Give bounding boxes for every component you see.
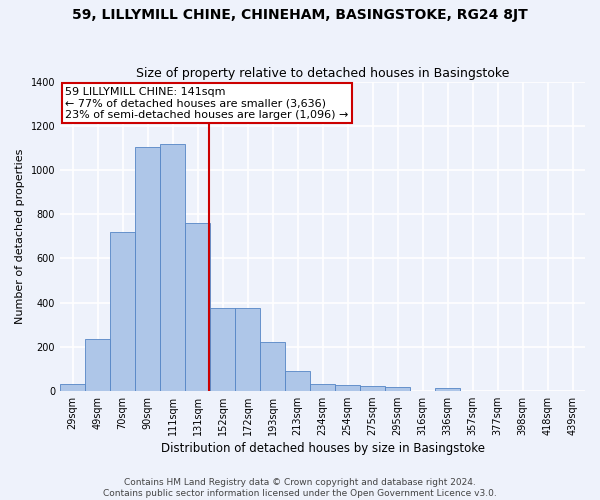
Bar: [235, 308, 260, 390]
Text: Contains HM Land Registry data © Crown copyright and database right 2024.
Contai: Contains HM Land Registry data © Crown c…: [103, 478, 497, 498]
Bar: [135, 147, 160, 390]
Bar: [110, 232, 135, 390]
Bar: [385, 388, 410, 390]
Bar: [335, 385, 360, 390]
Text: 59, LILLYMILL CHINE, CHINEHAM, BASINGSTOKE, RG24 8JT: 59, LILLYMILL CHINE, CHINEHAM, BASINGSTO…: [72, 8, 528, 22]
Bar: [185, 223, 210, 390]
Title: Size of property relative to detached houses in Basingstoke: Size of property relative to detached ho…: [136, 66, 509, 80]
Bar: [435, 388, 460, 390]
Y-axis label: Number of detached properties: Number of detached properties: [15, 148, 25, 324]
Bar: [160, 144, 185, 390]
X-axis label: Distribution of detached houses by size in Basingstoke: Distribution of detached houses by size …: [161, 442, 485, 455]
Bar: [60, 384, 85, 390]
Bar: [310, 384, 335, 390]
Bar: [285, 371, 310, 390]
Bar: [210, 308, 235, 390]
Bar: [360, 386, 385, 390]
Bar: [85, 339, 110, 390]
Text: 59 LILLYMILL CHINE: 141sqm
← 77% of detached houses are smaller (3,636)
23% of s: 59 LILLYMILL CHINE: 141sqm ← 77% of deta…: [65, 86, 349, 120]
Bar: [260, 342, 285, 390]
